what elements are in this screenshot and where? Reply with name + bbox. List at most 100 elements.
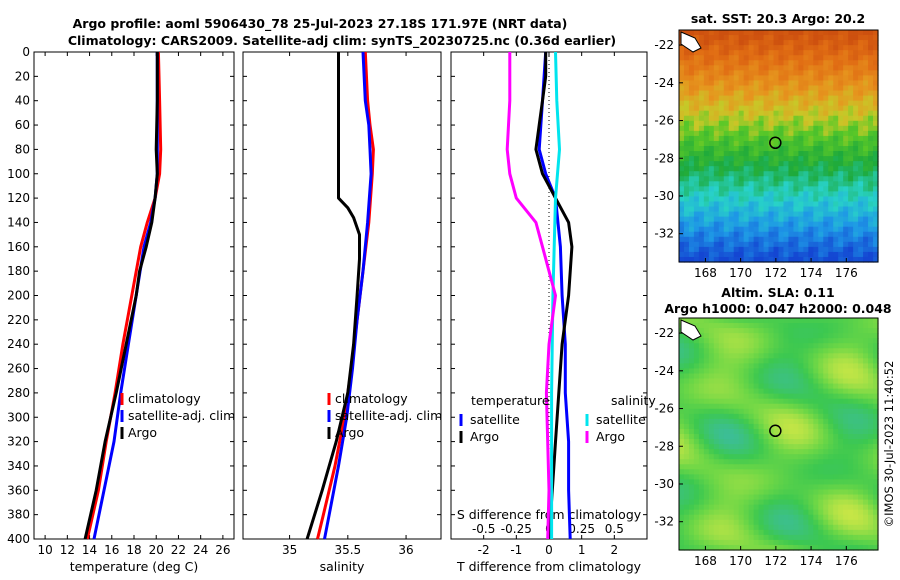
x-tick-label: 18 <box>126 543 141 557</box>
y-tick-label: -24 <box>654 76 674 90</box>
map-cells <box>679 318 879 551</box>
x-tick-label: 0 <box>545 543 553 557</box>
legend-label: Argo <box>470 429 499 444</box>
series-line-satellite-adj-clim <box>323 51 373 540</box>
sst-map-panel: 168 170 172 174 176 -22 -24 -26 -28 -30 -32 <box>654 29 879 280</box>
y-tick-label: -32 <box>654 515 674 529</box>
y-tick-label: 300 <box>7 410 30 424</box>
x-tick-label: 170 <box>729 266 752 280</box>
y-tick-label: -30 <box>654 477 674 491</box>
x-tick-label: 174 <box>800 266 823 280</box>
axes-frame-temperature <box>33 51 235 540</box>
y-tick-label: 80 <box>15 142 30 156</box>
x-axis-label: salinity <box>320 559 365 574</box>
x-tick-label: 2 <box>611 543 619 557</box>
legend-label: Argo <box>335 425 364 440</box>
x-tick-label: 35.5 <box>334 543 361 557</box>
legend-label: satellite-adj. clim <box>128 408 235 423</box>
x-tick-label: -2 <box>478 543 490 557</box>
y-tick-label: 120 <box>7 191 30 205</box>
legend-label: Argo <box>596 429 625 444</box>
sla-title-1: Altim. SLA: 0.11 <box>721 285 834 300</box>
salinity-panel: 35 35.5 36 salinity climatology satellite-adj… <box>242 51 442 574</box>
y-tick-label: 140 <box>7 215 30 229</box>
y-tick-label: 20 <box>15 69 30 83</box>
title-line-1: Argo profile: aoml 5906430_78 25-Jul-202… <box>73 16 568 32</box>
y-tick-label: 280 <box>7 386 30 400</box>
argo-float-marker <box>769 424 782 438</box>
x-tick-label: 14 <box>82 543 97 557</box>
legend-label: Argo <box>128 425 157 440</box>
x-tick-label: -1 <box>510 543 522 557</box>
s-diff-tick-label: -0.5 <box>472 522 495 536</box>
argo-float-marker <box>769 136 782 150</box>
footer-timestamp: ©IMOS 30-Jul-2023 11:40:52 <box>882 361 896 528</box>
sla-map-panel: 168 170 172 174 176 -22 -24 -26 -28 -30 -32 <box>654 317 879 568</box>
map-frame <box>678 29 879 263</box>
y-tick-label: -26 <box>654 114 674 128</box>
x-tick-label: 168 <box>694 554 717 568</box>
y-tick-label: -28 <box>654 151 674 165</box>
legend-label: satellite-adj. clim <box>335 408 442 423</box>
x-tick-label: 174 <box>800 554 823 568</box>
y-tick-label: 180 <box>7 264 30 278</box>
x-tick-label: 24 <box>193 543 208 557</box>
x-tick-label: 22 <box>171 543 186 557</box>
y-tick-label: 320 <box>7 435 30 449</box>
y-tick-label: -28 <box>654 439 674 453</box>
map-frame <box>678 317 879 551</box>
y-tick-label: 160 <box>7 240 30 254</box>
y-tick-label: 200 <box>7 289 30 303</box>
x-tick-label: 176 <box>835 266 858 280</box>
y-tick-label: 260 <box>7 362 30 376</box>
x-tick-label: 16 <box>104 543 119 557</box>
x-tick-label: 36 <box>398 543 413 557</box>
coastline-island <box>680 31 702 53</box>
y-tick-label: -30 <box>654 189 674 203</box>
x-tick-label: 172 <box>764 554 787 568</box>
sla-title-2: Argo h1000: 0.047 h2000: 0.048 <box>664 301 891 316</box>
series-line-salinity-satellite <box>550 51 561 539</box>
x-tick-label: 35 <box>282 543 297 557</box>
legend-group-title: temperature <box>471 393 550 408</box>
series-line-temperature-satellite <box>537 51 572 540</box>
y-tick-label: 40 <box>15 94 30 108</box>
x-tick-label: 10 <box>37 543 52 557</box>
x-tick-label: 26 <box>215 543 230 557</box>
legend-label: satellite <box>596 412 646 427</box>
title-line-2: Climatology: CARS2009. Satellite-adj cli… <box>68 33 616 49</box>
y-tick-label: 400 <box>7 532 30 546</box>
y-tick-label: -24 <box>654 364 674 378</box>
x-tick-label: 176 <box>835 554 858 568</box>
legend-label: climatology <box>335 391 408 406</box>
x-tick-label: 170 <box>729 554 752 568</box>
map-cells <box>679 30 879 263</box>
legend-label: climatology <box>128 391 201 406</box>
y-tick-label: -32 <box>654 227 674 241</box>
y-tick-label: 220 <box>7 313 30 327</box>
x-axis-label: T difference from climatology <box>456 559 642 574</box>
y-tick-label: -22 <box>654 326 674 340</box>
y-tick-label: 380 <box>7 508 30 522</box>
x-tick-label: 168 <box>694 266 717 280</box>
temperature-panel: 0 20 40 60 80 100 120 140 160 180 200 220 240 260 280 3… <box>7 45 235 574</box>
y-tick-label: 100 <box>7 167 30 181</box>
s-diff-tick-label: -0.25 <box>501 522 532 536</box>
legend-group-title: salinity <box>611 393 656 408</box>
y-tick-label: 240 <box>7 337 30 351</box>
series-line-argo <box>83 52 159 540</box>
s-diff-tick-label: 0.5 <box>605 522 624 536</box>
y-tick-label: -22 <box>654 38 674 52</box>
y-tick-label: 60 <box>15 118 30 132</box>
x-tick-label: 12 <box>60 543 75 557</box>
x-tick-label: 20 <box>149 543 164 557</box>
x-axis-label: temperature (deg C) <box>70 559 199 574</box>
x-tick-label: 172 <box>764 266 787 280</box>
legend-label: satellite <box>470 412 520 427</box>
x-tick-label: 1 <box>578 543 586 557</box>
coastline-island <box>680 319 702 341</box>
y-tick-label: 360 <box>7 483 30 497</box>
axes-frame-salinity <box>242 51 442 540</box>
